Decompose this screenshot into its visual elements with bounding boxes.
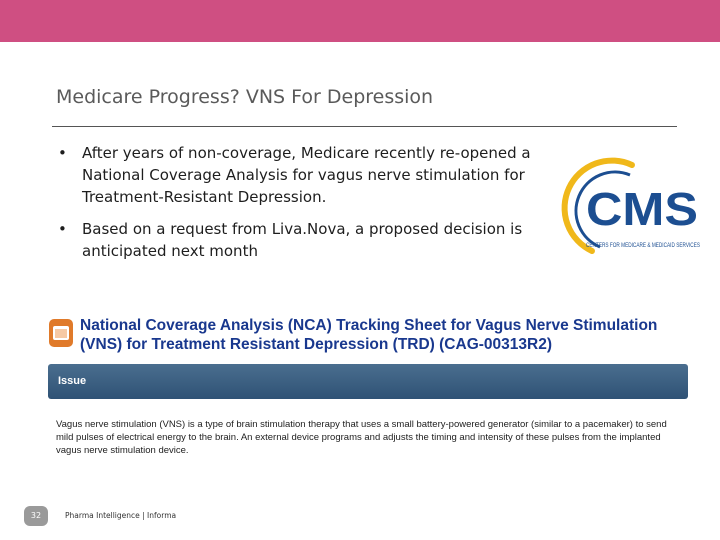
cms-tagline: CENTERS FOR MEDICARE & MEDICAID SERVICES — [586, 243, 700, 249]
issue-header-bar: Issue — [48, 364, 688, 399]
bullet-item: • Based on a request from Liva.Nova, a p… — [58, 218, 548, 262]
cms-logo: CMS CENTERS FOR MEDICARE & MEDICAID SERV… — [561, 157, 700, 254]
bullet-item: • After years of non-coverage, Medicare … — [58, 142, 548, 208]
nca-title: National Coverage Analysis (NCA) Trackin… — [80, 317, 658, 353]
cms-logo-arc — [561, 157, 635, 254]
issue-description: Vagus nerve stimulation (VNS) is a type … — [56, 419, 667, 456]
folder-icon — [49, 319, 73, 347]
bullet-dot: • — [58, 220, 67, 238]
footer-text: Pharma Intelligence | Informa — [65, 511, 177, 520]
bullet-list: • After years of non-coverage, Medicare … — [58, 142, 548, 272]
cms-wordmark: CMS — [586, 183, 698, 235]
page-number: 32 — [24, 506, 48, 526]
slide-title: Medicare Progress? VNS For Depression — [56, 86, 434, 108]
bullet-text: Based on a request from Liva.Nova, a pro… — [82, 220, 523, 260]
bullet-text: After years of non-coverage, Medicare re… — [82, 144, 531, 206]
top-accent-bar — [0, 0, 720, 42]
title-divider — [52, 126, 677, 127]
nca-tracking-sheet: National Coverage Analysis (NCA) Trackin… — [48, 310, 688, 470]
issue-label: Issue — [58, 375, 87, 387]
bullet-dot: • — [58, 144, 67, 162]
